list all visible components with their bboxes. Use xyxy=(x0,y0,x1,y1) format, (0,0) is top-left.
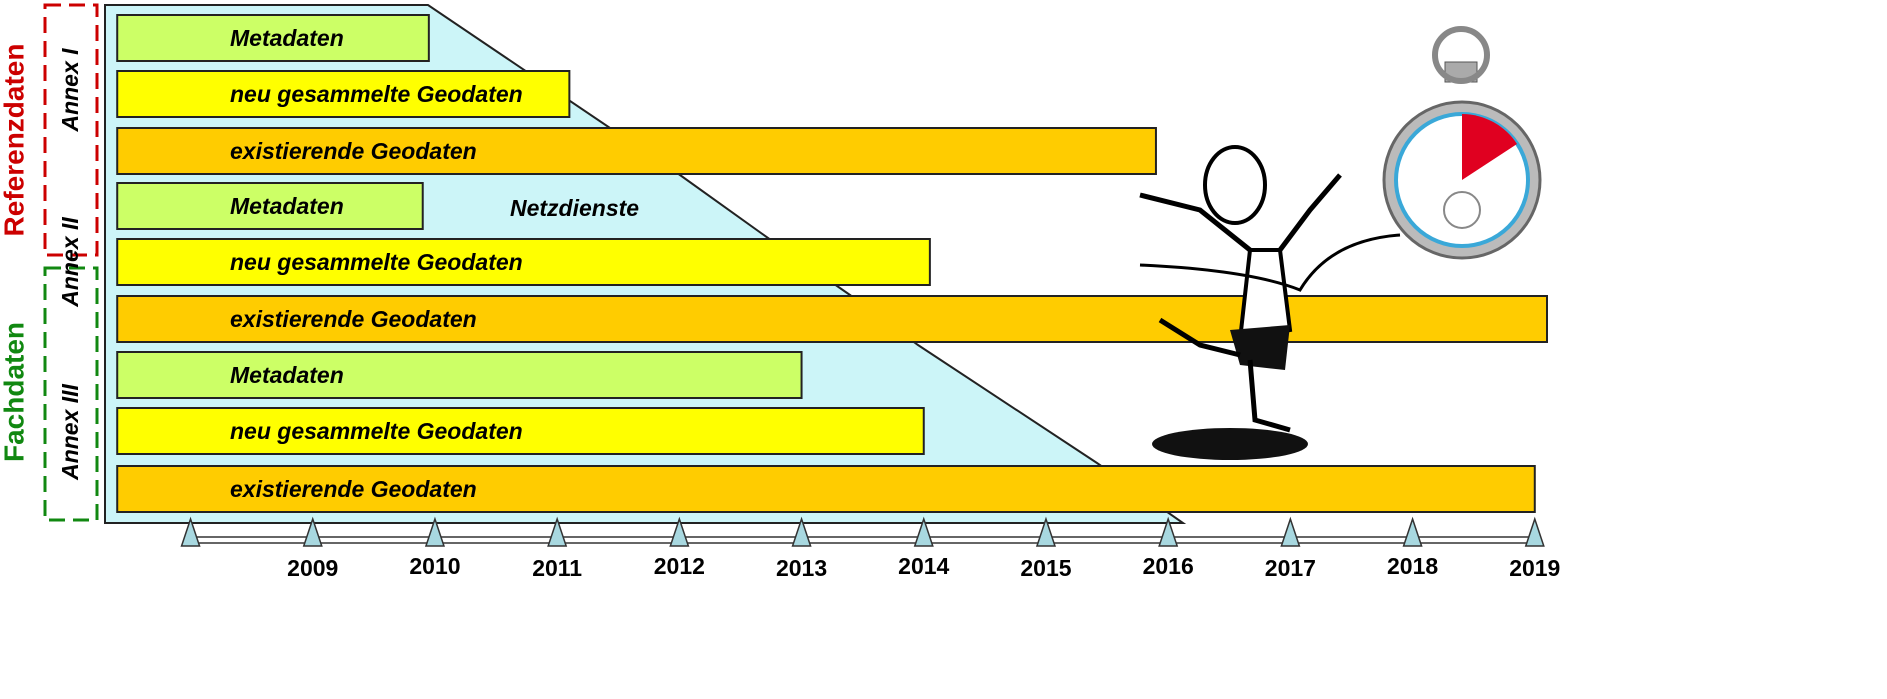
group-label: Annex II xyxy=(57,217,83,308)
stopwatch-illustration xyxy=(1384,29,1540,258)
bar-label: neu gesammelte Geodaten xyxy=(230,418,523,444)
x-tick-label: 2012 xyxy=(654,553,705,579)
bar-label: Metadaten xyxy=(230,193,344,219)
axis-line xyxy=(191,537,1535,543)
side-label: Referenzdaten xyxy=(0,44,29,237)
bar-label: Metadaten xyxy=(230,362,344,388)
x-tick-label: 2019 xyxy=(1509,555,1560,581)
annotation: Netzdienste xyxy=(510,195,639,221)
group-label: Annex III xyxy=(57,383,83,480)
bar xyxy=(117,352,801,398)
bar-label: existierende Geodaten xyxy=(230,476,477,502)
tick-mark xyxy=(1526,519,1544,546)
x-tick-label: 2010 xyxy=(409,553,460,579)
group-label: Annex I xyxy=(57,48,83,133)
bar-label: neu gesammelte Geodaten xyxy=(230,249,523,275)
bar-label: existierende Geodaten xyxy=(230,306,477,332)
x-tick-label: 2013 xyxy=(776,555,827,581)
x-tick-label: 2017 xyxy=(1265,555,1316,581)
bar-label: neu gesammelte Geodaten xyxy=(230,81,523,107)
tick-mark xyxy=(1281,519,1299,546)
bar-label: Metadaten xyxy=(230,25,344,51)
x-tick-label: 2016 xyxy=(1143,553,1194,579)
x-tick-label: 2014 xyxy=(898,553,949,579)
x-tick-label: 2009 xyxy=(287,555,338,581)
tick-mark xyxy=(1404,519,1422,546)
x-tick-label: 2011 xyxy=(532,555,582,581)
chart: Metadaten neu gesammelte Geodaten existier… xyxy=(0,0,1887,699)
x-tick-label: 2018 xyxy=(1387,553,1438,579)
bar-label: existierende Geodaten xyxy=(230,138,477,164)
side-label: Fachdaten xyxy=(0,322,29,462)
x-tick-label: 2015 xyxy=(1020,555,1071,581)
